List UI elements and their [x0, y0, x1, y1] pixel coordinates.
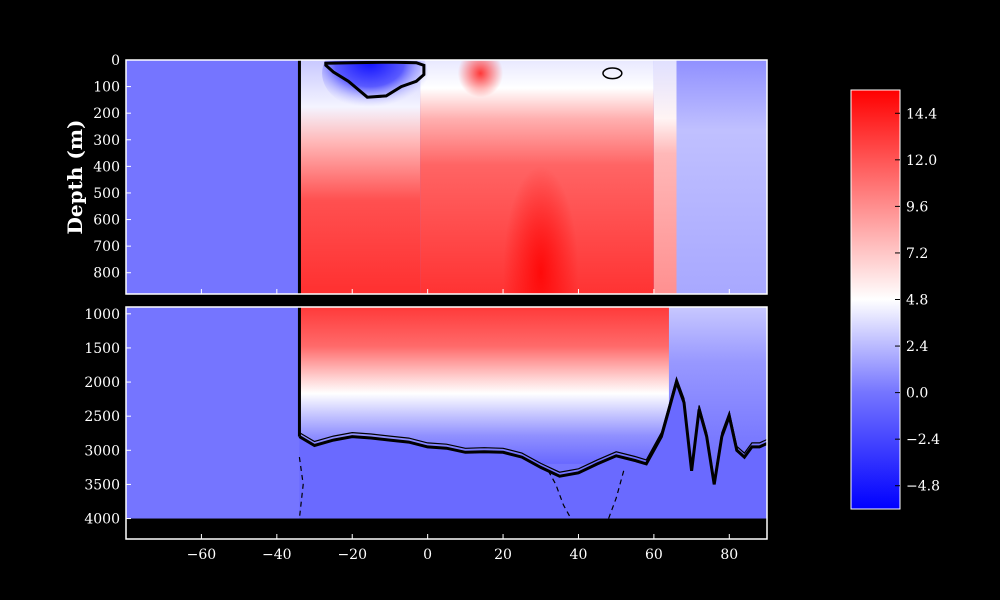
x-tick-label: −40: [262, 547, 292, 563]
upper-transition-field: [653, 60, 677, 294]
y-tick-label: 0: [111, 53, 120, 69]
upper-panel: [126, 60, 767, 294]
y-tick-label: 1000: [84, 307, 120, 323]
x-tick-label: 0: [423, 547, 432, 563]
y-tick-label: 100: [93, 80, 120, 96]
bottom-mask: [126, 518, 767, 539]
colorbar-tick-label: 7.2: [906, 246, 928, 262]
y-tick-label: 200: [93, 106, 120, 122]
colorbar-ticks: −4.8 −2.4 0.0 2.4 4.8 7.2 9.6 12.0 14.4: [895, 106, 940, 495]
cold-surface-pool: [322, 60, 428, 111]
y-tick-label: 2000: [84, 375, 120, 391]
colorbar-tick-label: 14.4: [906, 106, 937, 122]
colorbar-tick-label: −2.4: [906, 432, 940, 448]
y-tick-label: 2500: [84, 409, 120, 425]
x-tick-label: 80: [720, 547, 738, 563]
y-tick-label: 4000: [84, 512, 120, 528]
y-tick-label: 800: [93, 266, 120, 282]
deep-warm-core: [503, 166, 579, 294]
x-axis: −60 −40 −20 0 20 40 60 80: [187, 289, 738, 563]
lower-panel: [126, 307, 767, 539]
small-eddy-contour: [602, 67, 623, 80]
upper-east-field: [676, 60, 767, 294]
colorbar-tick-label: 9.6: [906, 199, 928, 215]
y-tick-label: 500: [93, 186, 120, 202]
y-tick-label: 3500: [84, 477, 120, 493]
upper-y-axis: 0 100 200 300 400 500 600 700 800: [93, 53, 131, 282]
colorbar-tick-label: −4.8: [906, 479, 940, 495]
warm-surface-core: [457, 60, 504, 98]
y-axis-label: Depth (m): [63, 120, 87, 235]
lower-panel-frame: [125, 306, 768, 540]
lower-contour-thick: [298, 377, 767, 485]
y-tick-label: 300: [93, 133, 120, 149]
y-tick-label: 3000: [84, 443, 120, 459]
x-tick-label: −20: [337, 547, 367, 563]
y-tick-label: 1500: [84, 341, 120, 357]
x-tick-label: −60: [187, 547, 217, 563]
colorbar-tick-label: 4.8: [906, 293, 928, 309]
cold-pool-contour: [324, 60, 426, 99]
lower-negative-contour: [298, 457, 625, 519]
upper-panel-frame: [125, 59, 768, 295]
lower-deep-water-fill: [299, 382, 767, 539]
colorbar-tick-label: 12.0: [906, 153, 937, 169]
y-tick-label: 700: [93, 239, 120, 255]
colorbar-tick-label: 0.0: [906, 386, 928, 402]
x-tick-label: 60: [645, 547, 663, 563]
x-tick-label: 20: [494, 547, 512, 563]
colorbar-tick-label: 2.4: [906, 339, 928, 355]
y-tick-label: 400: [93, 159, 120, 175]
y-tick-label: 600: [93, 213, 120, 229]
lower-y-axis: 1000 1500 2000 2500 3000 3500 4000: [84, 307, 131, 528]
x-tick-label: 40: [570, 547, 588, 563]
colorbar: [850, 89, 901, 510]
